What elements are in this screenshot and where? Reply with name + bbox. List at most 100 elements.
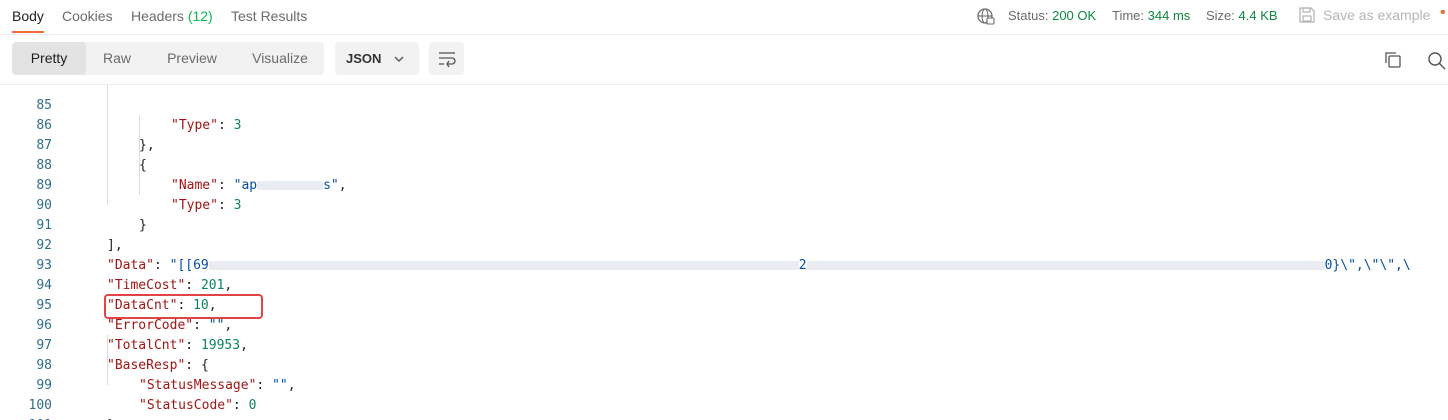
code-line: 98 "StatusMessage": "", <box>0 336 1448 393</box>
json-value: 19953 <box>200 338 241 353</box>
view-mode-selector: Pretty Raw Preview Visualize <box>12 42 324 75</box>
json-value-start: "ap <box>233 178 258 193</box>
redacted-text <box>208 261 799 270</box>
json-key: "StatusMessage" <box>139 378 257 393</box>
line-number: 95 <box>36 298 52 313</box>
json-punctuation: , <box>224 318 233 333</box>
json-key: "BaseResp" <box>107 358 186 373</box>
view-mode-visualize[interactable]: Visualize <box>252 50 308 66</box>
code-line: 96 "TotalCnt": 19953, <box>0 296 1448 353</box>
tab-test-results[interactable]: Test Results <box>231 8 308 24</box>
line-number: 96 <box>36 318 52 333</box>
json-punctuation: { <box>139 158 147 173</box>
view-mode-preview[interactable]: Preview <box>167 50 217 66</box>
size-indicator[interactable]: Size: 4.4 KB <box>1206 8 1278 23</box>
json-punctuation: , <box>224 278 233 293</box>
json-value: 10 <box>193 298 209 313</box>
response-toolbar: Pretty Raw Preview Visualize JSON <box>0 34 1448 85</box>
copy-icon[interactable] <box>1383 50 1403 70</box>
json-punctuation: ], <box>107 238 123 253</box>
json-key: "Type" <box>171 198 218 213</box>
chevron-down-icon <box>394 56 404 62</box>
json-key: "ErrorCode" <box>107 318 194 333</box>
indent-guide <box>107 85 108 205</box>
json-value: "" <box>272 378 288 393</box>
time-label: Time: <box>1112 8 1145 23</box>
code-line: 93 "TimeCost": 201, <box>0 236 1448 293</box>
response-body-code[interactable]: 85 "Type": 3 86 }, 87 { 88 "Name": "ap s"… <box>0 85 1448 420</box>
wrap-lines-button[interactable] <box>429 42 464 75</box>
redacted-text <box>806 261 1325 270</box>
json-punctuation: } <box>139 218 147 233</box>
json-key: "DataCnt" <box>107 298 178 313</box>
json-key: "TimeCost" <box>107 278 186 293</box>
headers-count: (12) <box>187 8 213 24</box>
json-punctuation: , <box>287 378 296 393</box>
wrap-lines-icon <box>439 52 456 68</box>
code-line: 90 } <box>0 176 1448 233</box>
format-dropdown[interactable]: JSON <box>335 42 419 75</box>
status-label: Status: <box>1008 8 1049 23</box>
code-line: 89 "Type": 3 <box>0 156 1448 213</box>
highlight-annotation <box>104 294 263 319</box>
json-punctuation: } <box>107 416 115 420</box>
line-number: 91 <box>36 218 52 233</box>
code-line: 88 "Name": "ap s", <box>0 136 1448 193</box>
line-number: 88 <box>36 158 52 173</box>
more-options-icon[interactable]: • <box>1440 4 1446 21</box>
json-punctuation: { <box>200 358 209 373</box>
json-key: "TotalCnt" <box>107 338 186 353</box>
tab-cookies[interactable]: Cookies <box>62 8 113 24</box>
save-icon <box>1299 7 1315 23</box>
code-line: 86 }, <box>0 96 1448 153</box>
code-line: 85 "Type": 3 <box>0 85 1448 133</box>
json-value-end: 0}\",\"\",\ <box>1324 258 1411 273</box>
save-as-example-button[interactable]: Save as example <box>1323 7 1431 23</box>
json-value-end: s" <box>323 178 339 193</box>
line-number: 101 <box>0 416 52 420</box>
code-line: 87 { <box>0 116 1448 173</box>
json-punctuation: , <box>338 178 347 193</box>
view-mode-pretty[interactable]: Pretty <box>12 42 86 75</box>
json-punctuation: , <box>240 338 248 353</box>
json-key: "Data" <box>107 258 154 273</box>
globe-icon[interactable] <box>976 7 996 27</box>
line-number: 92 <box>36 238 52 253</box>
json-value: 0 <box>248 398 257 413</box>
line-number: 85 <box>36 98 52 113</box>
line-number: 90 <box>36 198 52 213</box>
json-value-start: "[[69 <box>169 258 209 273</box>
tab-body[interactable]: Body <box>12 8 44 24</box>
search-icon[interactable] <box>1426 50 1446 70</box>
line-number: 94 <box>36 278 52 293</box>
json-value: 3 <box>233 198 242 213</box>
json-key: "Name" <box>171 178 218 193</box>
json-value: 201 <box>200 278 225 293</box>
json-key: "Type" <box>171 118 218 133</box>
json-punctuation: , <box>208 298 217 313</box>
code-line: 92 "Data": "[[69 2 0}\",\"\",\ <box>0 216 1448 273</box>
line-number: 89 <box>36 178 52 193</box>
code-line: 101 } <box>0 396 1448 420</box>
tab-headers[interactable]: Headers (12) <box>131 8 213 24</box>
line-number: 98 <box>36 358 52 373</box>
code-line: 97 "BaseResp": { <box>0 316 1448 373</box>
code-line: 100 } <box>0 376 1448 420</box>
indent-guide <box>139 115 140 195</box>
status-indicator[interactable]: Status: 200 OK <box>1008 8 1096 23</box>
line-number: 97 <box>36 338 52 353</box>
line-number: 100 <box>28 398 52 413</box>
line-number: 93 <box>36 258 52 273</box>
view-mode-raw[interactable]: Raw <box>102 50 131 66</box>
json-value-mid: 2 <box>798 258 807 273</box>
code-line: 95 "ErrorCode": "", <box>0 276 1448 333</box>
json-punctuation: }, <box>139 138 155 153</box>
indent-guide <box>107 335 108 385</box>
json-key: "StatusCode" <box>139 398 233 413</box>
json-value: 3 <box>233 118 242 133</box>
line-number: 86 <box>36 118 52 133</box>
time-indicator[interactable]: Time: 344 ms <box>1112 8 1190 23</box>
line-number: 87 <box>36 138 52 153</box>
active-tab-indicator <box>12 31 44 33</box>
format-label: JSON <box>346 51 382 66</box>
